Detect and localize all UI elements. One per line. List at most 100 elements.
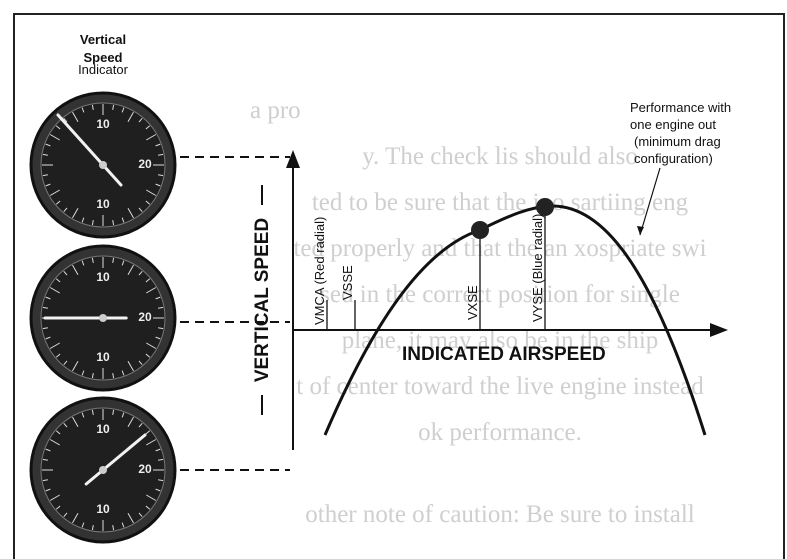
gauge-tick [138,512,143,518]
gauge-number: 10 [96,117,110,131]
note: one engine out [630,117,716,132]
gauge-tick [145,430,151,435]
gauge-tick [81,260,85,266]
gauge-tick [91,409,94,415]
gauge-tick [49,287,60,294]
gauge-tick [45,143,51,147]
background-text: a pro y. The check lis should also ted to … [250,97,707,528]
gauge-tick [112,220,115,226]
gauge-tick [145,505,151,510]
y-arrow [286,150,300,168]
background-line: ok performance. [418,419,582,446]
gauge-tick [158,327,164,330]
gauge-tick [63,512,68,518]
background-line: a pro [250,97,301,124]
gauge-number: 20 [138,310,152,324]
gauge-tick [42,306,48,309]
gauge-tick [45,183,51,187]
gauge-tick [72,264,79,275]
gauge-title: Speed [83,50,122,65]
gauge-tick [63,422,68,428]
gauge-tick [72,208,79,219]
gauge-hub [99,466,107,474]
background-line: t of center toward the live engine inste… [296,373,704,400]
gauge-tick [146,189,157,196]
gauge-tick [121,260,125,266]
gauge-tick [121,370,125,376]
gauge-tick [55,278,61,283]
gauge-tick [45,336,51,340]
gauge-tick [138,117,143,123]
note-pointer [639,167,661,236]
gauge-tick [155,336,161,340]
performance-curve [323,204,707,436]
gauge-tick [146,342,157,349]
vyse-point [536,198,554,216]
gauge-tick [55,430,61,435]
speed-label: VSSE [340,265,355,300]
gauge-tick [55,505,61,510]
note-arrowhead [637,226,644,235]
gauge-tick [112,409,115,415]
gauge-number: 10 [96,502,110,516]
gauge-tick [112,525,115,531]
gauge-tick [81,412,85,418]
background-line: y. The check lis should also [362,143,638,170]
gauge-tick [127,416,134,427]
speed-label: VMCA (Red radial) [312,217,327,325]
gauge-hub [99,314,107,322]
gauge-hub [99,161,107,169]
gauge-tick [121,217,125,223]
gauge-number: 10 [96,270,110,284]
gauge-tick [42,327,48,330]
gauge-tick [55,125,61,130]
gauge-needle [56,113,123,187]
gauge-tick [127,111,134,122]
gauge-tick [49,134,60,141]
gauge-tick [158,174,164,177]
gauge-tick [155,488,161,492]
gauge-number: 10 [96,197,110,211]
gauge-tick [72,361,79,372]
gauge-tick [112,257,115,263]
gauge-tick [81,107,85,113]
gauge-tick [155,448,161,452]
gauge-title: Indicator [78,62,129,77]
vxse-point [471,221,489,239]
gauge-tick [158,306,164,309]
gauge-tick [138,360,143,366]
y-axis-label: VERTICAL SPEED [252,218,273,382]
gauge-tick [138,270,143,276]
gauge-tick [127,361,134,372]
gauge-tick [42,458,48,461]
gauge-tick [145,125,151,130]
gauge-tick [91,220,94,226]
gauge-tick [127,208,134,219]
gauge-tick [42,174,48,177]
gauge-number: 10 [96,350,110,364]
gauge-tick [45,448,51,452]
gauge-tick [81,522,85,528]
gauge-tick [49,439,60,446]
gauge-tick [63,270,68,276]
gauge-tick [42,479,48,482]
gauge-tick [146,439,157,446]
note: Performance with [630,100,731,115]
gauge-tick [155,183,161,187]
background-line: ted to be sure that the ino sartiing eng [312,189,689,216]
note: configuration) [634,151,713,166]
gauge-tick [158,458,164,461]
speed-label: VYSE (Blue radial) [530,214,545,322]
note: (minimum drag [634,134,721,149]
gauge-tick [138,207,143,213]
gauge-tick [121,522,125,528]
gauge-tick [121,412,125,418]
gauge-tick [145,353,151,358]
gauge-tick [138,422,143,428]
gauge-tick [81,370,85,376]
x-arrow [710,323,728,337]
gauge-tick [55,353,61,358]
background-line: other note of caution: Be sure to instal… [305,501,695,528]
speed-label: VXSE [465,285,480,320]
